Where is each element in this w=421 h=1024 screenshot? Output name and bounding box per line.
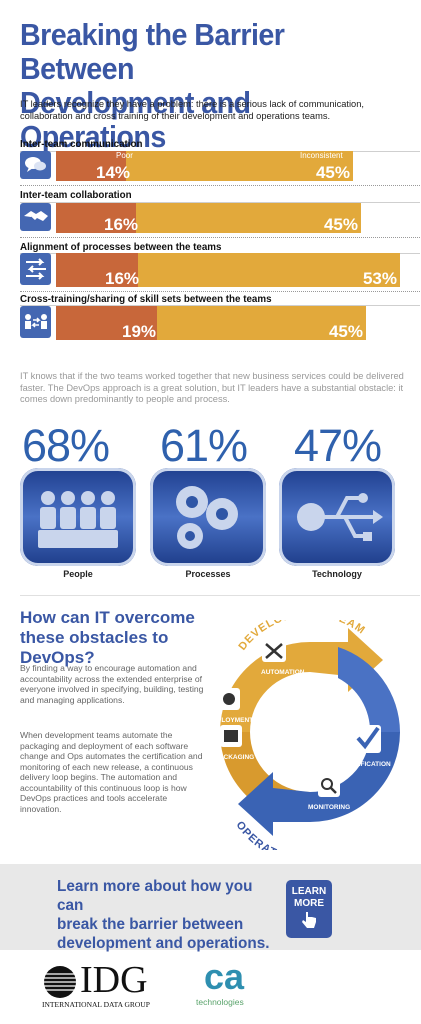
idg-logo: IDG INTERNATIONAL DATA GROUP [42, 960, 172, 1009]
poor-percent: 14% [96, 163, 131, 182]
hand-pointer-icon [302, 912, 316, 928]
bar-inconsistent-segment [157, 306, 366, 340]
divider [20, 305, 420, 306]
speech-bubbles-icon [20, 151, 51, 179]
bar-inconsistent-segment [138, 253, 400, 287]
cta-line-3: development and operations. [57, 935, 270, 952]
cta-line-2: break the barrier between [57, 916, 244, 933]
inconsistent-percent: 53% [362, 269, 397, 288]
globe-icon [44, 966, 76, 998]
section-label-cross-training: Cross-training/sharing of skill sets bet… [20, 294, 272, 305]
divider [20, 185, 420, 186]
obstacle-text: IT knows that if the two teams worked to… [20, 371, 404, 404]
learn-more-line-2: MORE [294, 898, 324, 909]
bar-poor-segment [56, 253, 138, 287]
divider [20, 202, 420, 203]
handshake-icon [20, 203, 51, 231]
usb-icon [279, 468, 395, 566]
divider [20, 291, 420, 292]
idg-subtitle: INTERNATIONAL DATA GROUP [42, 1000, 150, 1009]
title-line-2: Development and Operations [20, 86, 251, 154]
cta-line-1: Learn more about how you can [57, 878, 253, 914]
learn-more-line-1: LEARN [291, 886, 327, 897]
devops-paragraph-1: By finding a way to encourage automation… [20, 663, 204, 705]
learn-more-button[interactable]: LEARN MORE [286, 880, 332, 938]
bar-alignment: 16% 53% [56, 253, 400, 288]
inconsistent-tag: Inconsistent [300, 151, 343, 160]
section-label-collaboration: Inter-team collaboration [20, 190, 132, 201]
devops-paragraph-2: When development teams automate the pack… [20, 730, 203, 814]
stat-technology-caption: Technology [312, 569, 362, 579]
question-line-2: these obstacles to DevOps? [20, 628, 169, 667]
bar-inconsistent-segment [136, 203, 361, 233]
inconsistent-percent: 45% [323, 215, 358, 234]
bar-poor-segment [56, 151, 126, 181]
monitoring-label: MONITORING [308, 804, 350, 811]
arrows-process-icon [20, 253, 51, 285]
bar-poor-segment [56, 203, 136, 233]
bar-cross-training: 19% 45% [56, 306, 366, 341]
packaging-label: PACKAGING [215, 754, 254, 761]
section-label-communication: Inter-team communication [20, 139, 143, 150]
deployment-label: DEPLOYMENT [208, 717, 253, 724]
ca-technologies-logo: ca technologies [196, 956, 271, 1010]
gears-icon [150, 468, 266, 566]
cta-banner [0, 864, 421, 950]
stat-people-value: 68% [22, 420, 110, 471]
poor-tag: Poor [116, 151, 133, 160]
divider [20, 237, 420, 238]
svg-text:OPERATIONS TEAM: OPERATIONS TEAM [234, 819, 345, 850]
operations-team-label: OPERATIONS TEAM [234, 819, 344, 867]
inconsistent-percent: 45% [328, 322, 363, 341]
section-label-alignment: Alignment of processes between the teams [20, 242, 222, 253]
inconsistent-percent: 45% [315, 163, 350, 182]
page-title: Breaking the Barrier Between Development… [20, 18, 387, 154]
stat-technology-value: 47% [294, 420, 382, 471]
stat-processes-caption: Processes [185, 569, 231, 579]
automation-label: AUTOMATION [261, 669, 305, 676]
title-line-1: Breaking the Barrier Between [20, 18, 285, 86]
ca-wordmark: ca [204, 956, 245, 997]
people-group-icon [20, 468, 136, 566]
poor-percent: 19% [122, 322, 157, 341]
stat-processes-value: 61% [160, 420, 248, 471]
question-line-1: How can IT overcome [20, 608, 195, 627]
poor-percent: 16% [105, 269, 140, 288]
bar-inconsistent-segment [126, 151, 353, 181]
certification-label: CERTIFICATION [341, 761, 391, 768]
bar-collaboration: 16% 45% [56, 203, 361, 234]
people-training-icon [20, 306, 51, 338]
divider [20, 595, 420, 596]
stat-people-caption: People [63, 569, 93, 579]
devops-question: How can IT overcome these obstacles to D… [20, 608, 230, 668]
ca-subtitle: technologies [196, 997, 244, 1007]
idg-wordmark: IDG [80, 959, 148, 1001]
bar-poor-segment [56, 306, 157, 340]
cta-text: Learn more about how you can break the b… [57, 877, 282, 953]
devops-cycle-diagram: DEVELOPMENT TEAM AUTOMATION DEPLOYMENT P… [198, 607, 421, 867]
bar-communication: Poor Inconsistent 14% 45% [56, 151, 353, 182]
poor-percent: 16% [104, 215, 139, 234]
intro-text: IT leaders recognize they have a problem… [20, 99, 364, 121]
